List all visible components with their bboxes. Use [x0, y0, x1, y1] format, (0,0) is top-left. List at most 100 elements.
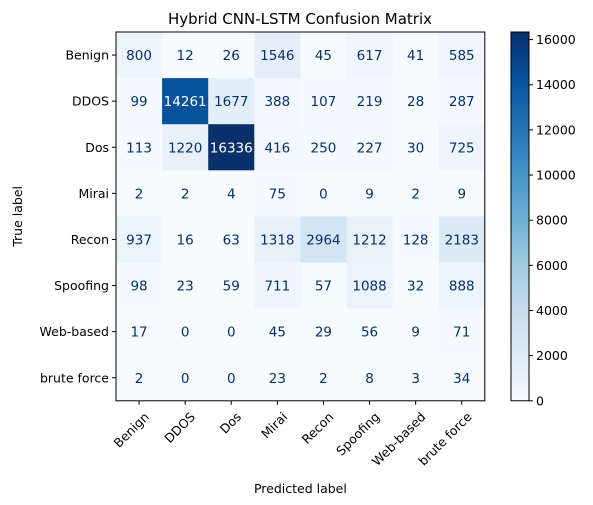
cell-value-label: 1220: [168, 140, 202, 156]
matrix-cell: [116, 354, 163, 402]
matrix-cell: [116, 124, 163, 171]
matrix-cell: [254, 262, 301, 310]
cell-value-label: 227: [357, 140, 383, 156]
cell-value-label: 287: [449, 94, 475, 110]
cell-value-label: 0: [181, 371, 190, 387]
cell-value-label: 2: [181, 186, 190, 202]
matrix-cell: [392, 170, 440, 217]
cell-value-label: 56: [361, 325, 378, 341]
matrix-cell: [162, 308, 209, 356]
cell-value-label: 2: [319, 371, 328, 387]
cell-value-label: 12: [177, 48, 194, 64]
plot-frame: [115, 31, 486, 402]
cell-value-label: 1318: [260, 232, 294, 248]
colorbar-tick-label: 6000: [536, 258, 568, 273]
cell-value-label: 1088: [352, 279, 386, 295]
matrix-cell: [438, 216, 486, 264]
matrix-cell: [300, 308, 348, 356]
cell-value-label: 888: [449, 279, 475, 295]
colorbar: [510, 31, 530, 402]
cell-value-label: 800: [126, 48, 152, 64]
matrix-cell: [116, 170, 163, 217]
cell-value-label: 75: [269, 186, 286, 202]
matrix-cell: [162, 78, 209, 125]
cell-value-label: 9: [365, 186, 374, 202]
matrix-cell: [116, 262, 163, 310]
colorbar-tick-label: 14000: [536, 77, 576, 92]
cell-value-label: 23: [177, 279, 194, 295]
cell-value-label: 14261: [164, 94, 207, 110]
cell-value-label: 98: [130, 279, 147, 295]
y-axis-ticks: Benign DDOS Dos Mirai Recon Spoofing Web-based…: [40, 48, 116, 385]
matrix-cell: [162, 354, 209, 402]
matrix-cell: [346, 170, 394, 217]
matrix-cell: [346, 32, 394, 79]
matrix-cell: [392, 32, 440, 79]
matrix-cell: [254, 32, 301, 79]
matrix-cell: [208, 308, 255, 356]
colorbar-tick-label: 2000: [536, 348, 568, 363]
matrix-cell: [346, 354, 394, 402]
cell-value-label: 2964: [306, 232, 340, 248]
y-tick-label: Spoofing: [54, 278, 109, 293]
matrix-cell: [438, 308, 486, 356]
cell-value-label: 99: [130, 94, 147, 110]
matrix-cell: [208, 32, 255, 79]
colorbar-tick-label: 8000: [536, 213, 568, 228]
cell-value-label: 71: [453, 325, 470, 341]
matrix-cell: [392, 78, 440, 125]
matrix-cell: [392, 216, 440, 264]
matrix-cell: [300, 216, 348, 264]
matrix-cell: [392, 262, 440, 310]
matrix-cell: [116, 32, 163, 79]
matrix-cell: [346, 308, 394, 356]
cell-value-label: 9: [457, 186, 466, 202]
matrix-cell: [116, 308, 163, 356]
matrix-cell: [438, 354, 486, 402]
cell-value-label: 937: [126, 232, 152, 248]
matrix-cell: [346, 262, 394, 310]
cell-value-label: 711: [264, 279, 290, 295]
matrix-cell: [346, 78, 394, 125]
cell-value-label: 585: [449, 48, 475, 64]
matrix-cell: [392, 124, 440, 171]
x-tick-label: DDOS: [161, 409, 198, 446]
matrix-cell: [254, 354, 301, 402]
cell-value-label: 1677: [214, 94, 248, 110]
matrix-cell: [300, 262, 348, 310]
y-tick-label: brute force: [40, 370, 109, 385]
matrix-cell: [208, 78, 255, 125]
cell-value-label: 28: [407, 94, 424, 110]
matrix-cell: [208, 170, 255, 217]
matrix-cell: [208, 354, 255, 402]
cell-value-label: 23: [269, 371, 286, 387]
cell-value-label: 617: [357, 48, 383, 64]
colorbar-tick-label: 10000: [536, 168, 576, 183]
cell-value-label: 32: [407, 279, 424, 295]
matrix-cell: [438, 78, 486, 125]
cell-value-label: 1212: [352, 232, 386, 248]
matrix-cells: [116, 32, 486, 402]
cell-value-label: 41: [407, 48, 424, 64]
cell-value-label: 113: [126, 140, 152, 156]
cell-value-label: 17: [130, 325, 147, 341]
matrix-cell: [300, 354, 348, 402]
cell-value-label: 1546: [260, 48, 294, 64]
matrix-cell: [254, 216, 301, 264]
cell-value-label: 8: [365, 371, 374, 387]
matrix-cell: [300, 78, 348, 125]
cell-value-label: 250: [311, 140, 337, 156]
matrix-cell: [254, 124, 301, 171]
cell-value-label: 0: [181, 325, 190, 341]
matrix-cell: [346, 216, 394, 264]
x-tick-label: Dos: [217, 409, 244, 436]
colorbar-tick-label: 16000: [536, 32, 576, 47]
cell-value-label: 2: [135, 371, 144, 387]
matrix-cell: [438, 32, 486, 79]
colorbar-tick-label: 12000: [536, 122, 576, 137]
x-axis-ticks: Benign DDOS Dos Mirai ReconSpoofingWeb-based…: [111, 400, 475, 469]
x-tick-label: Benign: [111, 409, 152, 450]
cell-value-label: 30: [407, 140, 424, 156]
cell-value-label: 29: [315, 325, 332, 341]
